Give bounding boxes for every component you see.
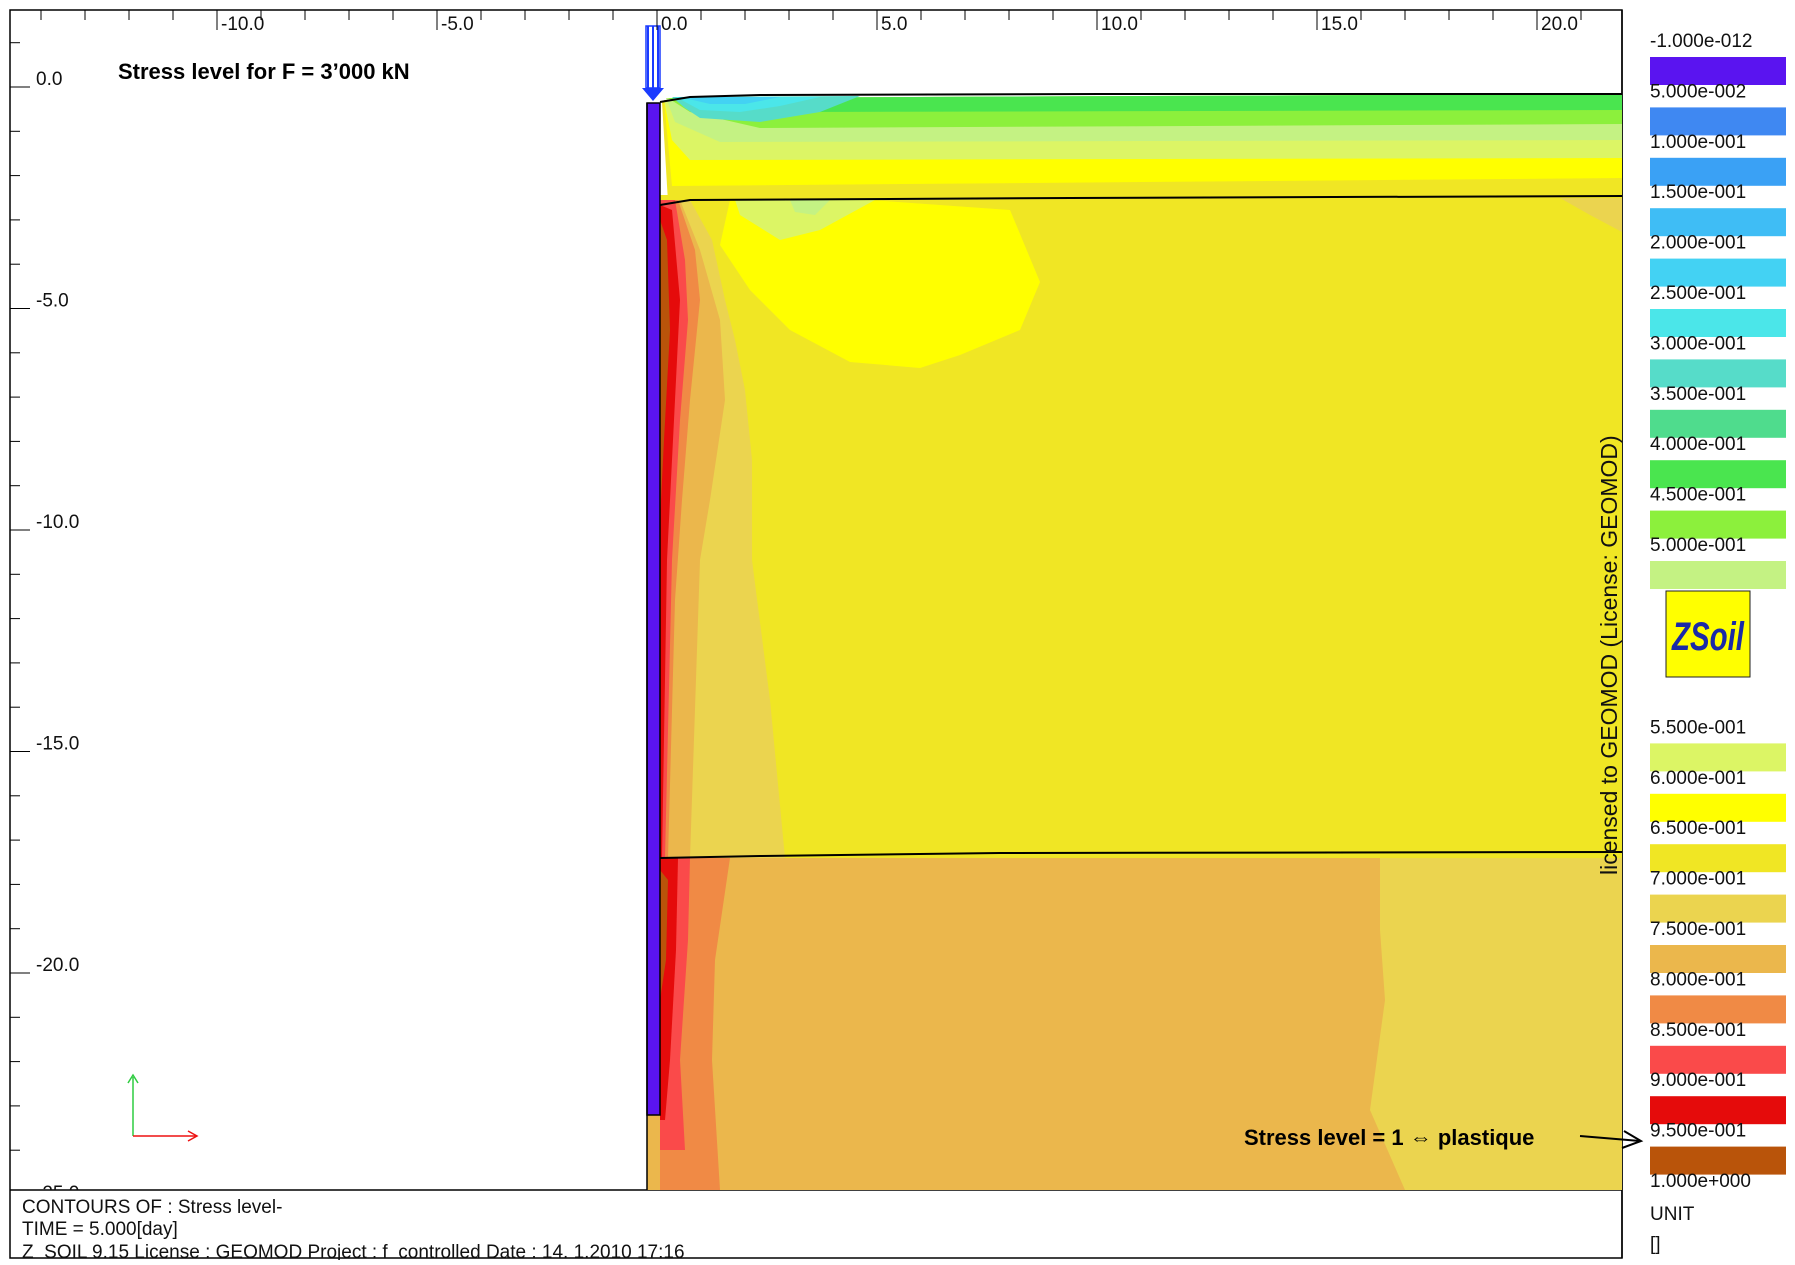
load-arrow-icon: [642, 88, 664, 101]
legend-swatch: [1650, 743, 1786, 772]
legend-swatch: [1650, 561, 1786, 589]
zsoil-logo: ZSoil: [1665, 590, 1751, 678]
x-tick-label: 20.0: [1541, 14, 1578, 35]
legend-swatch: [1650, 995, 1786, 1024]
x-tick-label: 0.0: [661, 14, 687, 35]
legend-swatch: [1650, 1045, 1786, 1074]
legend-label: 6.000e-001: [1650, 768, 1746, 789]
legend-swatch: [1650, 359, 1786, 388]
legend-label: 5.500e-001: [1650, 717, 1746, 738]
legend-label: 1.000e-001: [1650, 132, 1746, 153]
band-04: [670, 94, 1622, 112]
zone-peak-06: [720, 200, 1040, 368]
legend-label: 9.500e-001: [1650, 1121, 1746, 1142]
license-watermark: licensed to GEOMOD (License: GEOMOD): [1596, 435, 1622, 875]
zone-bottom-right: [1370, 858, 1622, 1190]
legend-label: 1.000e+000: [1650, 1171, 1751, 1192]
pile: [642, 25, 664, 1190]
y-tick-label: 0.0: [36, 69, 62, 90]
axes: -10.0 -5.0 0.0 5.0 10.0 15.0 20.0 0.0 -5.0 -10.0 -…: [10, 10, 1582, 1204]
legend-label: 5.000e-002: [1650, 81, 1746, 102]
zone-pile-095: [660, 220, 670, 520]
legend-label: 8.500e-001: [1650, 1020, 1746, 1041]
annotation-arrow-icon: [1579, 1130, 1644, 1149]
y-tick-label: -10.0: [36, 512, 79, 533]
legend-swatch: [1650, 157, 1786, 186]
legend-swatch: [1650, 309, 1786, 337]
legend-label: 6.500e-001: [1650, 818, 1746, 839]
legend-label: 2.500e-001: [1650, 283, 1746, 304]
y-tick-label: -5.0: [36, 291, 69, 312]
y-tick-label: -15.0: [36, 734, 79, 755]
legend: -1.000e-012 5.000e-002 1.000e-001 1.500e-00…: [1650, 31, 1786, 1192]
y-tick-label: -25.0: [36, 1183, 79, 1204]
layer-2-boundary: [659, 851, 1623, 859]
plastic-annotation: Stress level = 1 ⇔ plastique: [1244, 1125, 1534, 1150]
legend-label: 3.000e-001: [1650, 333, 1746, 354]
legend-swatch: [1650, 107, 1786, 136]
contour-field: [647, 94, 1622, 1190]
x-tick-label: -5.0: [441, 14, 474, 35]
band-02: [680, 97, 780, 104]
legend-label: 5.000e-001: [1650, 535, 1746, 556]
zone-055: [735, 200, 875, 240]
axis-triad-icon: [127, 1073, 199, 1142]
y-tick-label: -20.0: [36, 955, 79, 976]
zone-top-right-corner: [1560, 198, 1622, 232]
legend-swatch: [1650, 258, 1786, 287]
legend-swatch: [1650, 57, 1786, 85]
legend-swatch: [1650, 1146, 1786, 1175]
legend-swatch: [1650, 409, 1786, 438]
legend-swatch: [1650, 844, 1786, 873]
legend-swatch: [1650, 460, 1786, 489]
layer-boundaries: [659, 93, 1623, 859]
x-tick-label: 15.0: [1321, 14, 1358, 35]
chart-title: Stress level for F = 3’000 kN: [118, 59, 410, 84]
legend-label: 7.500e-001: [1650, 919, 1746, 940]
footer-info: Z_SOIL 9.15 License : GEOMOD Project : f…: [22, 1242, 685, 1260]
footer-contours: CONTOURS OF : Stress level-: [22, 1197, 282, 1218]
legend-label: 2.000e-001: [1650, 233, 1746, 254]
legend-label: 3.500e-001: [1650, 384, 1746, 405]
legend-label: 9.000e-001: [1650, 1070, 1746, 1091]
x-tick-label: 10.0: [1101, 14, 1138, 35]
legend-label: 7.000e-001: [1650, 869, 1746, 890]
layer-1-boundary: [659, 195, 1623, 206]
legend-swatch: [1650, 1096, 1786, 1125]
logo-text: ZSoil: [1671, 615, 1744, 659]
legend-swatch: [1650, 510, 1786, 539]
legend-label: 1.500e-001: [1650, 182, 1746, 203]
ground-surface-line: [659, 93, 1622, 103]
legend-label: 4.000e-001: [1650, 434, 1746, 455]
zone-05: [790, 200, 830, 215]
legend-label: -1.000e-012: [1650, 31, 1752, 52]
pile-shaft: [646, 102, 661, 1116]
legend-label: 4.500e-001: [1650, 485, 1746, 506]
unit-value: []: [1650, 1234, 1661, 1255]
legend-swatch: [1650, 793, 1786, 822]
unit-title: UNIT: [1650, 1204, 1695, 1225]
legend-swatch: [1650, 208, 1786, 237]
legend-swatch: [1650, 894, 1786, 923]
legend-swatch: [1650, 945, 1786, 973]
x-tick-label: -10.0: [221, 14, 264, 35]
zone-pile-lower-095: [660, 870, 668, 1000]
legend-label: 8.000e-001: [1650, 969, 1746, 990]
x-tick-label: 5.0: [881, 14, 907, 35]
footer-time: TIME = 5.000[day]: [22, 1219, 178, 1240]
zone-below-tip: [647, 1115, 660, 1190]
